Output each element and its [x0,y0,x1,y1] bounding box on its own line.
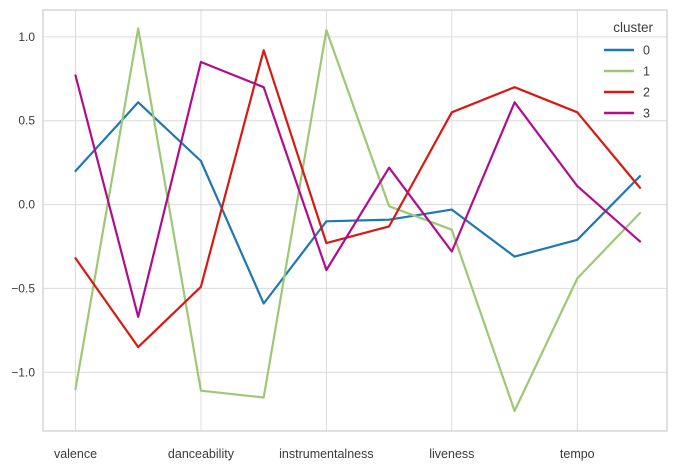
legend-label-cluster-0: 0 [643,44,650,58]
x-tick-label: liveness [429,447,474,461]
grid [43,10,667,431]
legend-label-cluster-3: 3 [643,107,650,121]
y-axis-tick-labels: 1.0 0.5 0.0 −0.5 −1.0 [11,30,35,379]
x-tick-label: tempo [560,447,595,461]
y-tick-label: 1.0 [18,30,35,44]
y-tick-label: −1.0 [11,365,35,379]
y-tick-label: −0.5 [11,281,35,295]
cluster-2-line [74,49,642,349]
x-axis-tick-labels: valence danceability instrumentalness liven… [54,447,595,461]
legend-label-cluster-2: 2 [643,86,650,100]
x-tick-label: danceability [168,447,235,461]
plot-border [42,9,668,432]
legend-title: cluster [613,20,653,35]
series-lines [74,27,642,412]
y-tick-label: 0.5 [18,114,35,128]
legend-label-cluster-1: 1 [643,65,650,79]
x-tick-label: valence [54,447,97,461]
cluster-1-line [74,27,642,412]
x-tick-label: instrumentalness [279,447,374,461]
cluster-3-line [74,60,642,318]
y-tick-label: 0.0 [18,198,35,212]
legend: cluster 0 1 2 3 [604,20,654,121]
